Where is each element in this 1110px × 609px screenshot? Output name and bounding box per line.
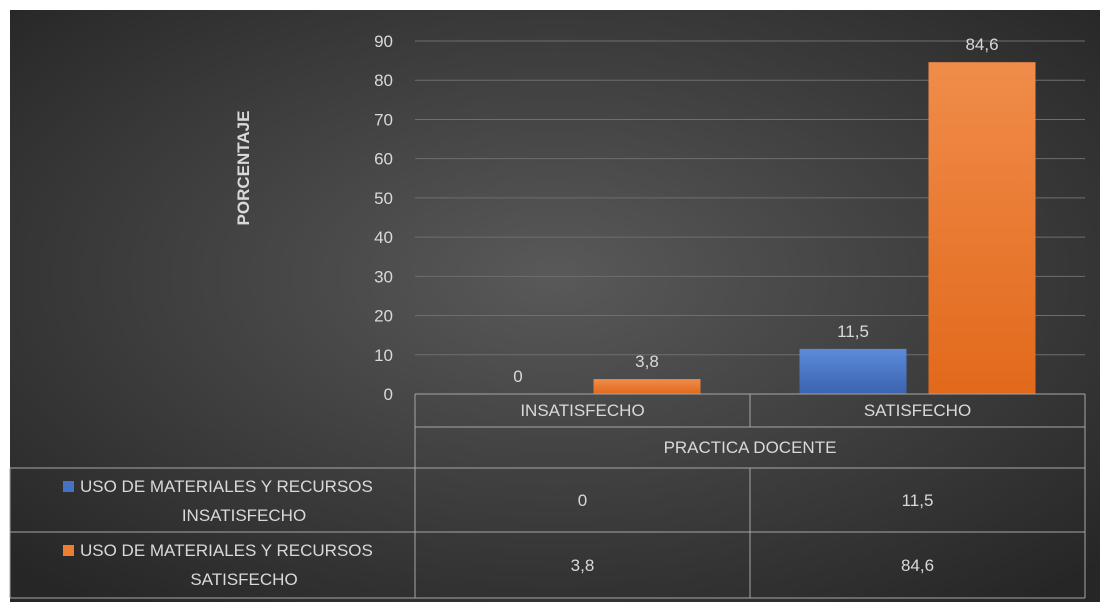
legend-label: USO DE MATERIALES Y RECURSOS: [80, 541, 373, 560]
y-tick-label: 30: [374, 267, 393, 286]
table-value: 0: [578, 491, 587, 510]
legend-label: INSATISFECHO: [182, 506, 306, 525]
data-labels: 0 3,8 11,5 84,6: [513, 35, 998, 386]
bar-2-1: [593, 379, 701, 394]
legend-label: SATISFECHO: [190, 570, 297, 589]
y-tick-label: 20: [374, 307, 393, 326]
y-tick-label: 50: [374, 189, 393, 208]
y-tick-label: 90: [374, 32, 393, 51]
y-tick-label: 40: [374, 228, 393, 247]
x-category-label: SATISFECHO: [864, 401, 971, 420]
data-label: 11,5: [837, 322, 869, 341]
legend-swatch: [63, 481, 74, 492]
legend-label: USO DE MATERIALES Y RECURSOS: [80, 477, 373, 496]
data-table: INSATISFECHO SATISFECHO PRACTICA DOCENTE US…: [9, 393, 1086, 599]
y-axis-ticks: 0 10 20 30 40 50 60 70 80 90: [374, 32, 393, 404]
data-label: 0: [513, 367, 522, 386]
y-tick-label: 70: [374, 110, 393, 129]
bar-1-2: [799, 348, 907, 394]
y-tick-label: 0: [384, 385, 393, 404]
legend-swatch: [63, 545, 74, 556]
data-label: 3,8: [635, 352, 659, 371]
y-axis-label: PORCENTAJE: [234, 111, 253, 226]
bars: [593, 62, 1036, 395]
y-tick-label: 80: [374, 71, 393, 90]
table-value: 3,8: [571, 556, 595, 575]
bar-2-2: [928, 62, 1036, 395]
x-category-label: INSATISFECHO: [520, 401, 644, 420]
data-label: 84,6: [965, 35, 998, 54]
table-value: 84,6: [901, 556, 934, 575]
x-axis-label: PRACTICA DOCENTE: [664, 438, 837, 457]
y-tick-label: 10: [374, 346, 393, 365]
y-tick-label: 60: [374, 150, 393, 169]
table-value: 11,5: [902, 491, 934, 510]
plot-area-background: [10, 10, 1100, 602]
